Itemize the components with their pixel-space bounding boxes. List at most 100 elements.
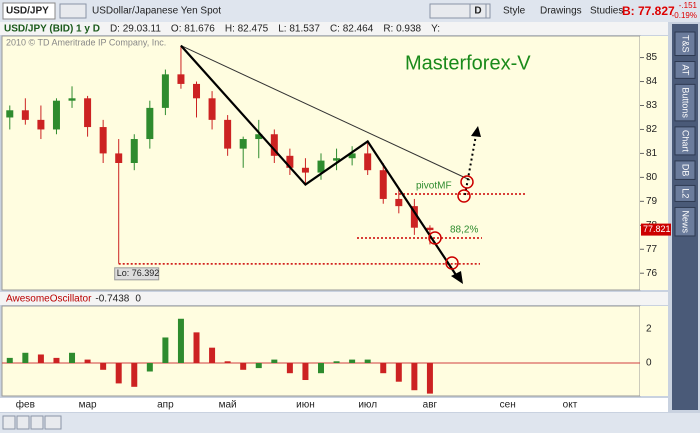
side-tab[interactable]: Buttons	[681, 87, 691, 118]
study-title: AwesomeOscillator	[6, 294, 92, 305]
candle-body	[21, 110, 29, 120]
candle-body	[84, 98, 92, 128]
x-tick-label: июн	[296, 400, 315, 411]
symbol[interactable]: USD/JPY	[6, 6, 49, 17]
symbol-menu[interactable]	[59, 3, 87, 19]
tab-box[interactable]	[674, 126, 696, 156]
candle-body	[301, 167, 309, 173]
bottom-toolbar	[0, 413, 700, 433]
info-bar	[0, 22, 668, 35]
side-tab[interactable]: L2	[681, 188, 691, 198]
oscillator-bar	[395, 362, 402, 382]
zoom-in-btn[interactable]	[16, 415, 30, 430]
trend-line	[180, 45, 471, 181]
low-label-box	[114, 267, 160, 281]
oscillator-bar	[193, 332, 200, 363]
y-tick-label: 85	[646, 52, 658, 63]
marker-circle	[457, 189, 471, 203]
x-tick-label: авг	[423, 400, 438, 411]
oscillator-axis	[640, 306, 668, 396]
candle-body	[68, 98, 76, 101]
oscillator-bar	[318, 362, 324, 374]
oscillator-bar	[53, 357, 60, 363]
studies-btn[interactable]: Studies	[590, 6, 623, 17]
x-tick-label: сен	[500, 400, 516, 411]
pivot-label: pivotMF	[416, 181, 452, 192]
candle-body	[348, 153, 356, 159]
candle-body	[130, 139, 138, 163]
info-item: H: 82.475	[225, 24, 269, 35]
scroll-btn[interactable]	[44, 415, 62, 430]
price-axis	[640, 36, 668, 290]
oscillator-bar	[146, 362, 153, 372]
tab-box[interactable]	[674, 160, 696, 180]
side-tab[interactable]: News	[681, 210, 691, 233]
oscillator-bar	[286, 362, 293, 374]
tab-box[interactable]	[674, 31, 696, 57]
toolbar	[0, 0, 700, 22]
fib-label: 88,2%	[450, 225, 478, 236]
info-item: L: 81.537	[278, 24, 320, 35]
candle-body	[379, 170, 387, 199]
study-readout: 0	[135, 294, 141, 305]
oscillator-bar	[131, 362, 138, 387]
side-tab[interactable]: T&S	[681, 35, 691, 53]
wave-line	[180, 44, 459, 279]
arrow-head	[451, 271, 463, 284]
candle-body	[395, 198, 403, 207]
tab-box[interactable]	[674, 83, 696, 122]
candle-body	[6, 110, 14, 118]
oscillator-bar	[6, 357, 13, 363]
candle-body	[52, 100, 60, 130]
oscillator-bar	[224, 361, 231, 363]
oscillator-bar	[69, 352, 76, 363]
candle-body	[426, 227, 434, 231]
oscillator-bar	[22, 352, 29, 363]
zoom-out-btn[interactable]	[30, 415, 44, 430]
y-tick-label: 80	[646, 172, 658, 183]
y-tick-label: 2	[646, 324, 652, 335]
y-tick-label: 84	[646, 76, 658, 87]
period[interactable]: D	[474, 6, 481, 17]
y-tick-label: 83	[646, 100, 658, 111]
tab-box[interactable]	[674, 184, 696, 202]
candle-body	[161, 74, 169, 108]
oscillator-bar	[84, 359, 91, 363]
candle-body	[115, 153, 123, 163]
oscillator-bar	[271, 359, 278, 363]
x-tick-label: мар	[79, 400, 97, 411]
oscillator-bar	[302, 362, 309, 381]
candle-body	[364, 153, 372, 171]
info-item: Y:	[431, 24, 440, 35]
oscillator-bar	[37, 354, 44, 363]
candle-body	[317, 160, 325, 173]
side-tab[interactable]: DB	[681, 164, 691, 177]
oscillator-bar	[380, 362, 387, 374]
candle-body	[410, 206, 418, 228]
change-pct: -0.19%	[672, 11, 697, 20]
candle-body	[193, 83, 201, 99]
side-tab[interactable]: AT	[681, 65, 691, 76]
drawings-btn[interactable]: Drawings	[540, 6, 582, 17]
oscillator-bar	[162, 337, 169, 363]
x-tick-label: май	[219, 400, 237, 411]
candle-body	[333, 158, 341, 161]
symbol-box[interactable]	[2, 2, 56, 20]
oscillator-bar	[100, 362, 107, 370]
oscillator-bar	[349, 359, 356, 363]
oscillator-panel	[1, 305, 641, 397]
oscillator-bar	[209, 347, 216, 363]
style-btn[interactable]: Style	[503, 6, 526, 17]
candle-body	[286, 155, 294, 168]
candle-body	[208, 98, 216, 120]
candle-body	[177, 74, 185, 84]
side-tab[interactable]: Chart	[681, 130, 691, 153]
period-btn[interactable]	[469, 3, 487, 19]
tab-box[interactable]	[674, 61, 696, 79]
oscillator-bar	[411, 362, 418, 391]
zoom-btn[interactable]	[2, 415, 16, 430]
last-price: 77.821	[643, 224, 671, 234]
info-item: D: 29.03.11	[110, 24, 161, 35]
tab-box[interactable]	[674, 206, 696, 237]
